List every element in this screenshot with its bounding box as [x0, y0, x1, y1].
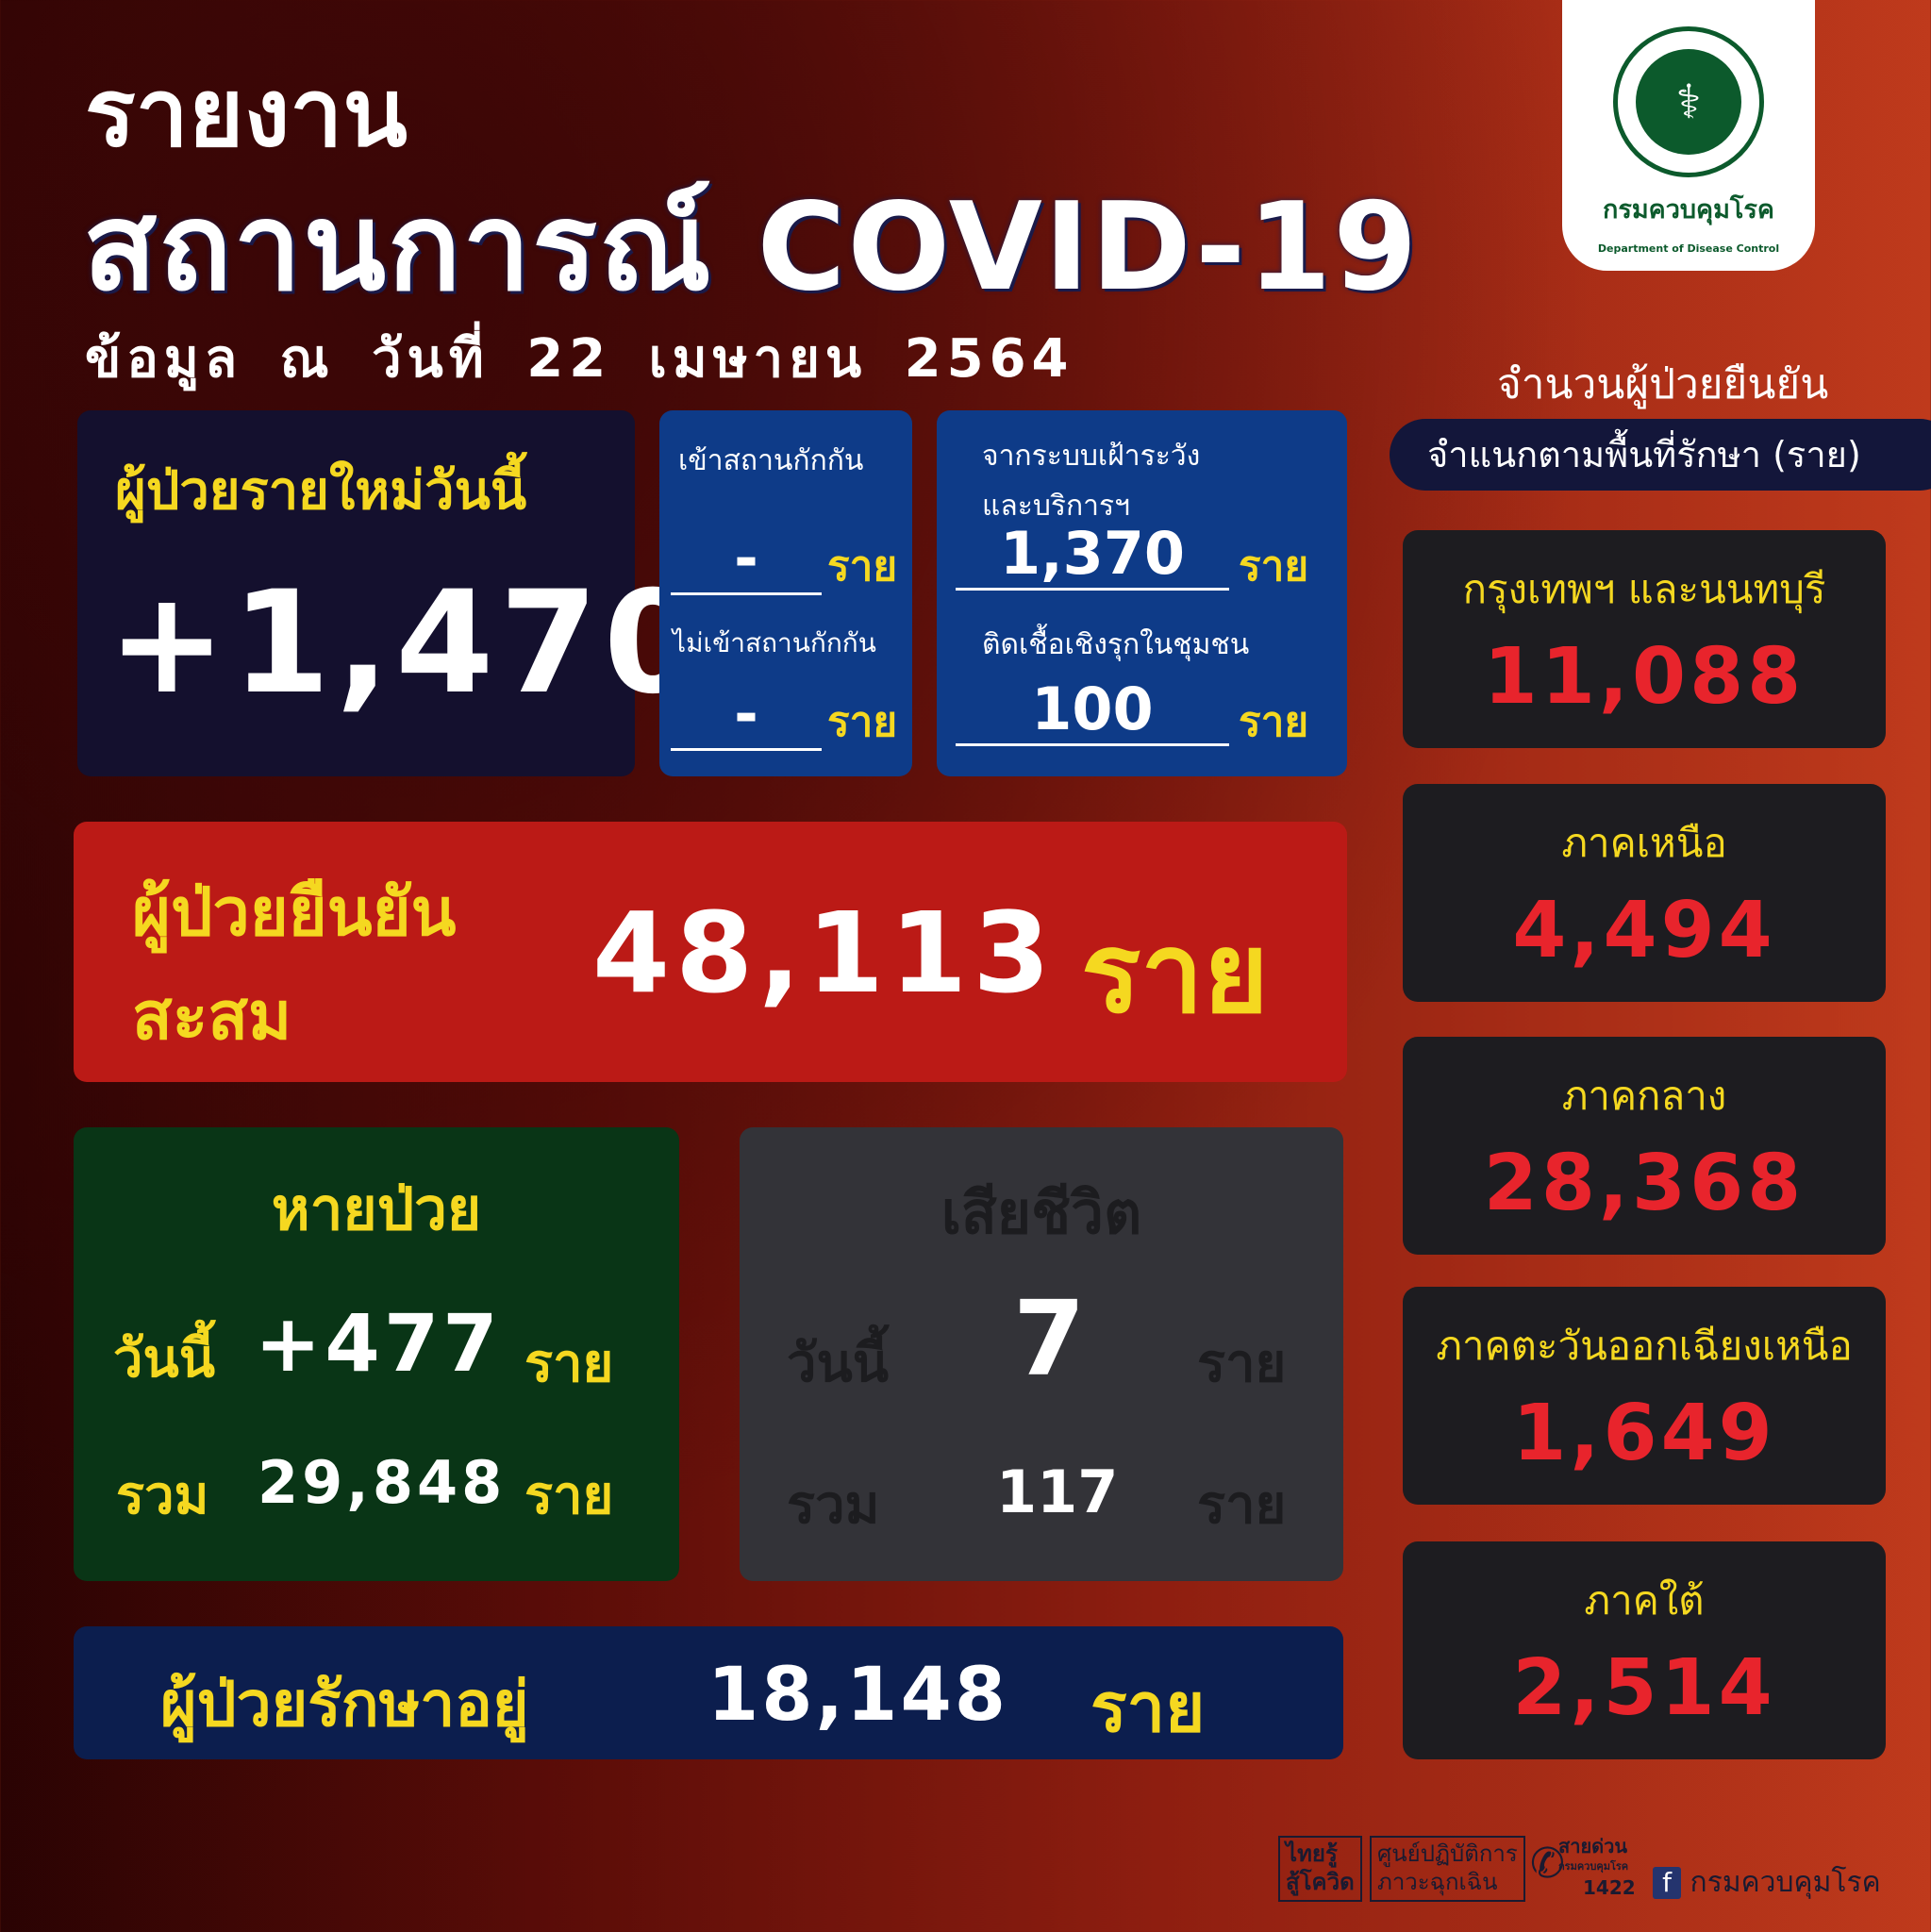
region-name: ภาคเหนือ: [1561, 820, 1727, 866]
recovered-unit: ราย: [524, 1465, 614, 1526]
deaths-box: เสียชีวิต วันนี้ 7 ราย รวม 117 ราย: [740, 1127, 1343, 1581]
footer-text: ศูนย์ปฏิบัติการ: [1377, 1840, 1518, 1867]
new-cases-label: ผู้ป่วยรายใหม่วันนี้: [115, 460, 527, 522]
region-value: 1,649: [1512, 1389, 1776, 1478]
region-value: 28,368: [1483, 1139, 1806, 1228]
unit: ราย: [827, 698, 898, 746]
facebook-icon: f: [1653, 1867, 1681, 1899]
recovered-total-label: รวม: [116, 1465, 209, 1526]
in-treatment-unit: ราย: [1090, 1668, 1206, 1747]
region-value: 4,494: [1512, 886, 1776, 975]
hotline-number: 1422: [1583, 1876, 1636, 1899]
cumulative-box: ผู้ป่วยยืนยัน สะสม 48,113 ราย: [74, 822, 1347, 1082]
cumulative-unit: ราย: [1081, 908, 1269, 1038]
region-card-south: ภาคใต้ 2,514: [1403, 1541, 1886, 1759]
quarantine-out-label: ไม่เข้าสถานกักกัน: [673, 627, 876, 658]
recovered-unit: ราย: [524, 1333, 614, 1394]
ddc-logo: ⚕ กรมควบคุมโรค Department of Disease Con…: [1562, 0, 1815, 271]
quarantine-out-value: -: [671, 679, 822, 751]
thai-fight-covid-logo: ไทยรู้ สู้โควิด: [1278, 1836, 1362, 1902]
surveillance-box: จากระบบเฝ้าระวัง และบริการฯ 1,370 ราย ติ…: [937, 410, 1347, 776]
title-line1: รายงาน: [85, 58, 408, 168]
logo-org-en: Department of Disease Control: [1597, 242, 1780, 255]
recovered-title: หายป่วย: [271, 1174, 482, 1243]
title-line2: สถานการณ์ COVID-19: [83, 177, 1420, 318]
facebook-label: กรมควบคุมโรค: [1690, 1866, 1881, 1899]
in-treatment-label: ผู้ป่วยรักษาอยู่: [160, 1668, 529, 1740]
deaths-today-label: วันนี้: [787, 1333, 890, 1394]
surveillance-label1: จากระบบเฝ้าระวัง: [982, 440, 1201, 473]
ministry-seal-icon: ⚕: [1613, 26, 1764, 177]
quarantine-in-label: เข้าสถานกักกัน: [678, 444, 864, 477]
quarantine-in-value: -: [671, 524, 822, 595]
cumulative-label2: สะสม: [132, 977, 292, 1055]
hotline-org: กรมควบคุมโรค: [1558, 1860, 1629, 1873]
footer-text: ภาวะฉุกเฉิน: [1377, 1869, 1498, 1895]
deaths-total-value: 117: [996, 1457, 1119, 1526]
in-treatment-value: 18,148: [707, 1653, 1008, 1738]
region-value: 2,514: [1512, 1643, 1776, 1733]
recovered-total-value: 29,848: [258, 1448, 507, 1517]
report-date: ข้อมูล ณ วันที่ 22 เมษายน 2564: [85, 328, 1074, 390]
unit: ราย: [1239, 542, 1309, 591]
recovered-box: หายป่วย วันนี้ +477 ราย รวม 29,848 ราย: [74, 1127, 679, 1581]
in-treatment-bar: ผู้ป่วยรักษาอยู่ 18,148 ราย: [74, 1626, 1343, 1759]
new-cases-value: +1,470: [108, 561, 708, 725]
community-value: 100: [956, 675, 1229, 746]
unit: ราย: [827, 542, 898, 591]
new-cases-box: ผู้ป่วยรายใหม่วันนี้ +1,470: [77, 410, 702, 776]
regions-subheading: จำแนกตามพื้นที่รักษา (ราย): [1390, 419, 1931, 491]
region-card-bangkok: กรุงเทพฯ และนนทบุรี 11,088: [1403, 530, 1886, 748]
phone-icon: ✆: [1530, 1840, 1565, 1888]
surveillance-label2: และบริการฯ: [982, 490, 1130, 523]
region-card-northeast: ภาคตะวันออกเฉียงเหนือ 1,649: [1403, 1287, 1886, 1505]
region-card-central: ภาคกลาง 28,368: [1403, 1037, 1886, 1255]
hotline: สายด่วน กรมควบคุมโรค 1422: [1558, 1836, 1636, 1902]
eoc-logo: ศูนย์ปฏิบัติการ ภาวะฉุกเฉิน: [1370, 1836, 1525, 1902]
footer-text: สู้โควิด: [1286, 1869, 1355, 1895]
region-name: ภาคตะวันออกเฉียงเหนือ: [1436, 1323, 1853, 1369]
region-value: 11,088: [1483, 632, 1806, 722]
facebook-link[interactable]: f กรมควบคุมโรค: [1653, 1860, 1881, 1926]
region-card-north: ภาคเหนือ 4,494: [1403, 784, 1886, 1002]
community-label: ติดเชื้อเชิงรุกในชุมชน: [982, 628, 1250, 661]
cumulative-value: 48,113: [592, 888, 1057, 1018]
deaths-title: เสียชีวิต: [941, 1178, 1142, 1247]
region-name: ภาคกลาง: [1561, 1073, 1727, 1119]
regions-heading: จำนวนผู้ป่วยยืนยัน: [1497, 360, 1829, 408]
quarantine-box: เข้าสถานกักกัน - ราย ไม่เข้าสถานกักกัน -…: [659, 410, 912, 776]
region-name: ภาคใต้: [1584, 1577, 1705, 1624]
recovered-today-value: +477: [255, 1297, 502, 1390]
unit: ราย: [1239, 698, 1309, 746]
surveillance-value: 1,370: [956, 519, 1229, 591]
recovered-today-label: วันนี้: [113, 1328, 216, 1390]
cumulative-label1: ผู้ป่วยยืนยัน: [132, 874, 457, 951]
footer-text: ไทยรู้: [1286, 1840, 1338, 1867]
deaths-today-value: 7: [1013, 1278, 1086, 1399]
deaths-total-label: รวม: [787, 1474, 880, 1536]
deaths-unit: ราย: [1197, 1474, 1287, 1536]
logo-org-th: กรมควบคุมโรค: [1603, 195, 1774, 225]
region-name: กรุงเทพฯ และนนทบุรี: [1462, 566, 1826, 612]
deaths-unit: ราย: [1197, 1333, 1287, 1394]
hotline-label: สายด่วน: [1558, 1835, 1628, 1857]
